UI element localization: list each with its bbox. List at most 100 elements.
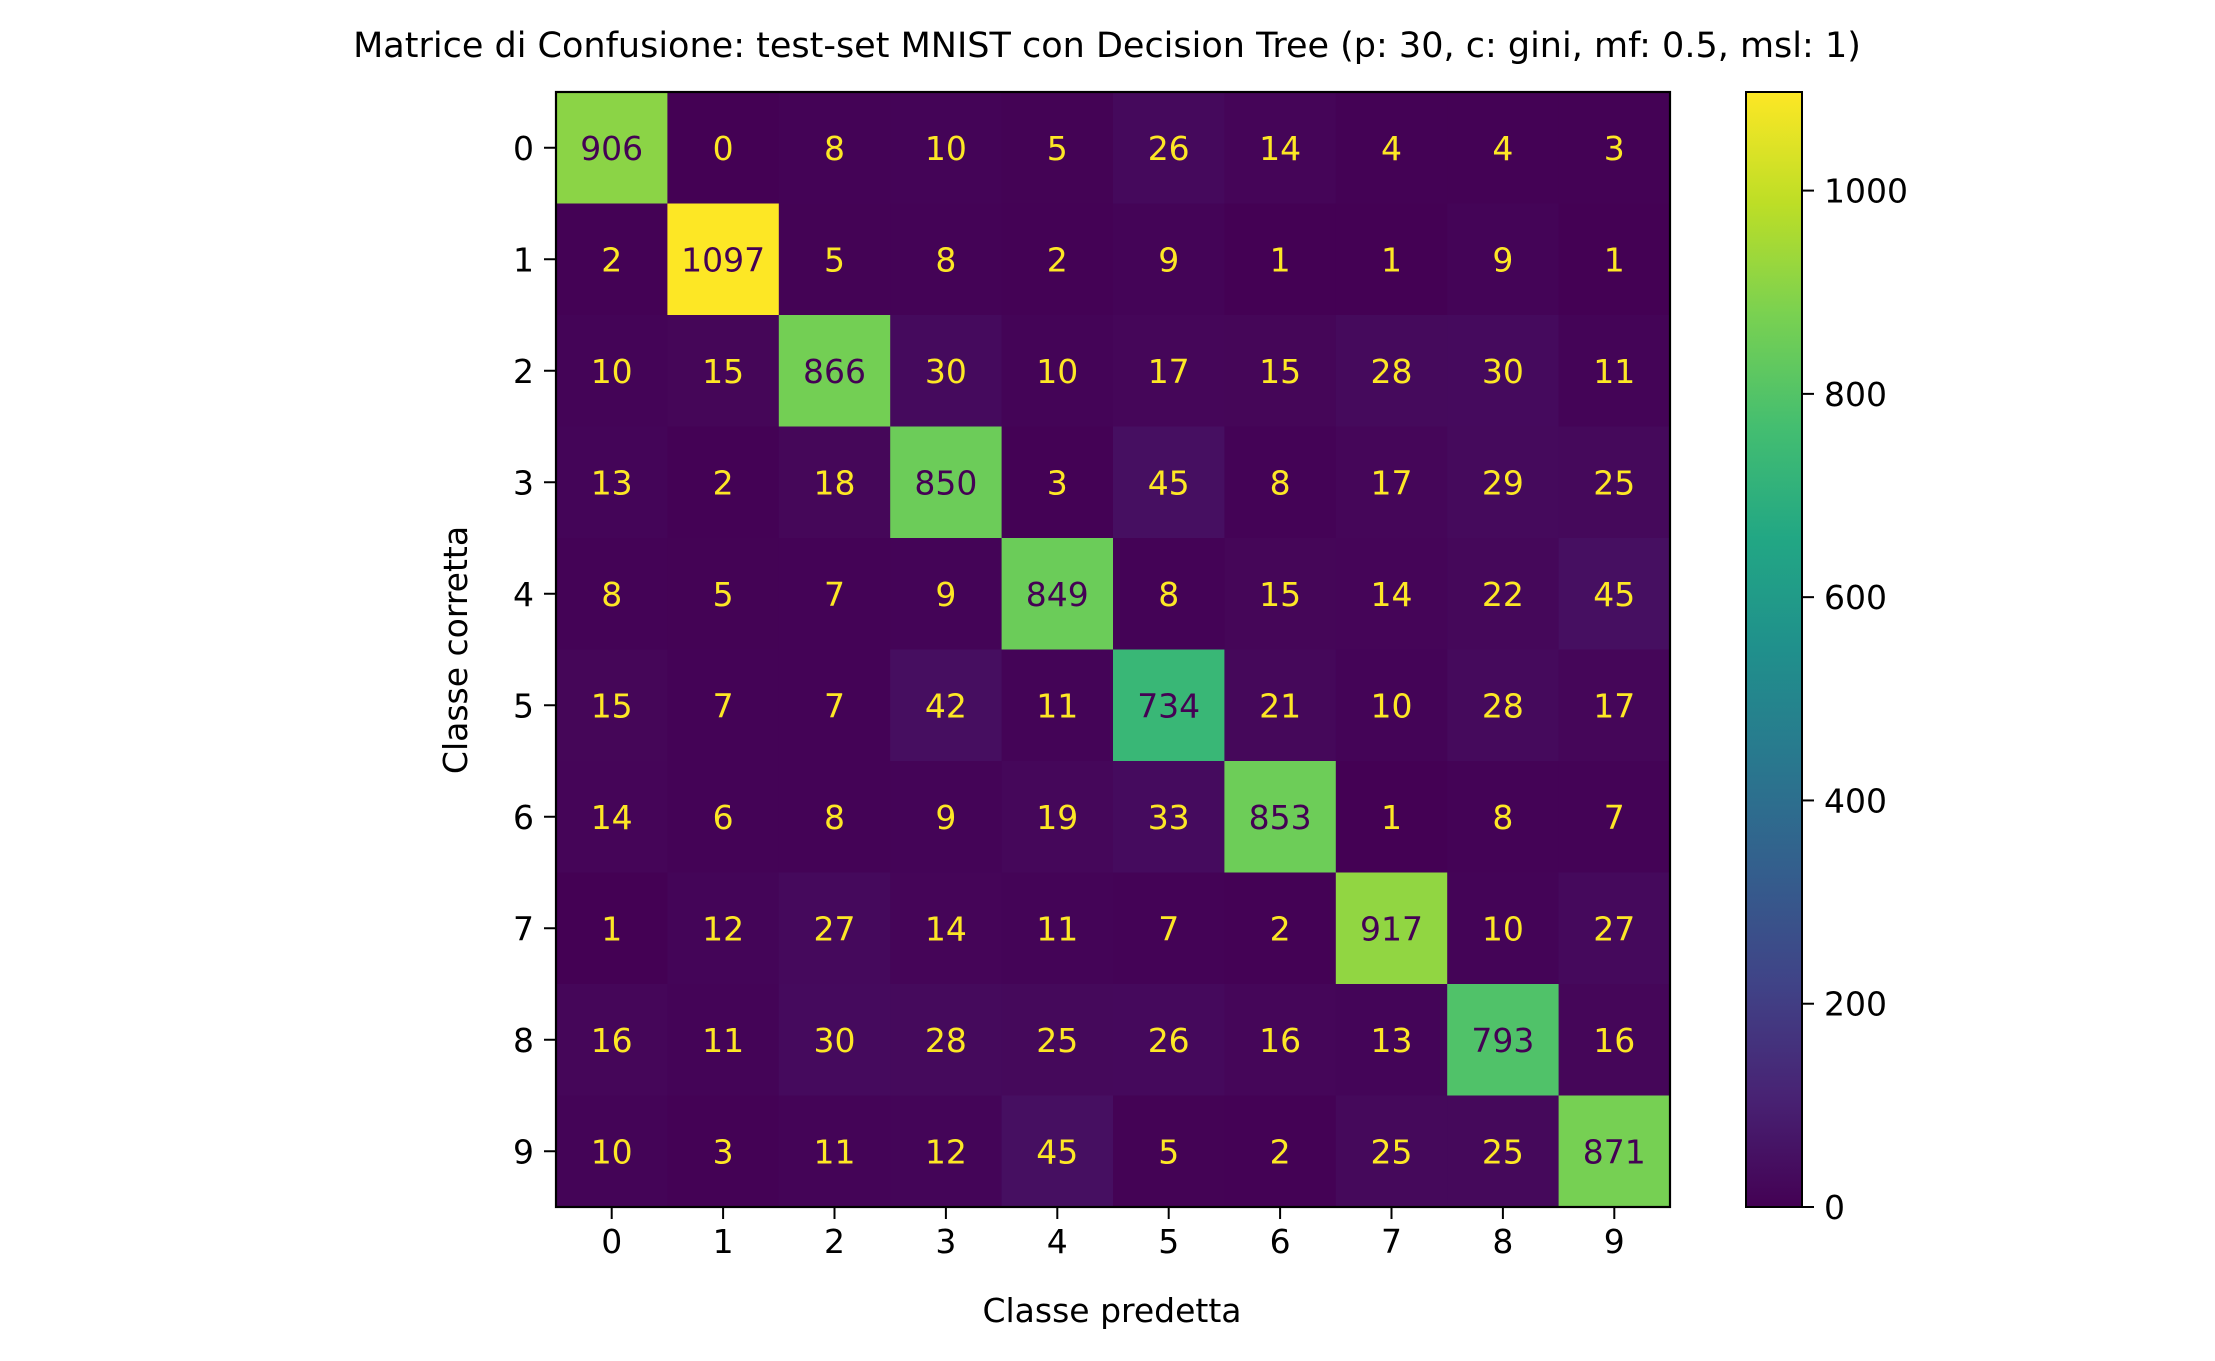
x-tick-label: 8	[1492, 1222, 1513, 1261]
heatmap-cell	[1001, 538, 1114, 651]
cell-value-label: 0	[713, 129, 734, 168]
heatmap-cell	[1113, 872, 1225, 985]
cell-value-label: 10	[1371, 686, 1413, 725]
cell-value-label: 850	[914, 463, 977, 502]
cell-value-label: 849	[1026, 575, 1089, 614]
heatmap-cell	[556, 203, 668, 316]
cell-value-label: 18	[814, 463, 856, 502]
cell-value-label: 1	[601, 909, 622, 948]
heatmap-cell	[1001, 761, 1114, 874]
cell-value-label: 11	[814, 1132, 856, 1171]
x-axis: 0 1 2 3 4 5 6 7 8 9	[601, 1207, 1625, 1261]
cell-value-label: 1	[1381, 240, 1402, 279]
heatmap-cell	[1558, 92, 1671, 205]
colorbar-tick-label: 400	[1824, 781, 1887, 820]
heatmap-cell	[1558, 315, 1671, 428]
x-tick-label: 5	[1158, 1222, 1179, 1261]
heatmap-cell	[890, 538, 1003, 651]
heatmap-cell	[556, 649, 668, 762]
heatmap-cells	[556, 92, 1671, 1208]
cell-value-label: 26	[1148, 1021, 1190, 1060]
y-tick-label: 9	[513, 1132, 534, 1171]
y-tick-label: 3	[513, 463, 534, 502]
y-axis-label: Classe corretta	[436, 526, 475, 774]
heatmap-cell	[1224, 1095, 1337, 1208]
cell-value-label: 1097	[681, 240, 765, 279]
heatmap-cell	[1113, 92, 1225, 205]
cell-value-label: 866	[803, 352, 866, 391]
heatmap-cell	[1447, 1095, 1560, 1208]
heatmap-cell	[1113, 426, 1225, 539]
heatmap-cell	[778, 872, 891, 985]
y-tick-label: 1	[513, 240, 534, 279]
cell-value-label: 26	[1148, 129, 1190, 168]
heatmap-cell	[1447, 315, 1560, 428]
cell-value-label: 21	[1259, 686, 1301, 725]
heatmap-cell	[890, 426, 1003, 539]
cell-value-label: 906	[580, 129, 643, 168]
heatmap-cell	[1335, 1095, 1448, 1208]
heatmap-cell	[556, 761, 668, 874]
heatmap-cell	[556, 315, 668, 428]
heatmap-cell	[1001, 872, 1114, 985]
heatmap-cell	[667, 649, 780, 762]
heatmap-cell	[890, 872, 1003, 985]
heatmap-cell	[1224, 984, 1337, 1097]
cell-value-label: 5	[1158, 1132, 1179, 1171]
heatmap-cell	[1558, 203, 1671, 316]
cell-value-label: 28	[1371, 352, 1413, 391]
heatmap-cell	[1335, 315, 1448, 428]
cell-value-label: 734	[1137, 686, 1200, 725]
heatmap-cell	[667, 1095, 780, 1208]
cell-value-label: 1	[1381, 798, 1402, 837]
cell-value-label: 45	[1148, 463, 1190, 502]
cell-value-label: 7	[713, 686, 734, 725]
heatmap-cell	[778, 538, 891, 651]
heatmap-cell	[1447, 649, 1560, 762]
cell-value-label: 7	[824, 686, 845, 725]
heatmap-cell	[890, 92, 1003, 205]
cell-value-label: 13	[1371, 1021, 1413, 1060]
heatmap-cell	[1113, 984, 1225, 1097]
cell-value-label: 17	[1148, 352, 1190, 391]
colorbar-frame	[1745, 91, 1803, 1208]
cell-value-label: 1	[1270, 240, 1291, 279]
cell-value-label: 853	[1249, 798, 1312, 837]
heatmap-cell	[1447, 984, 1560, 1097]
heatmap-cell	[778, 1095, 891, 1208]
heatmap-cell	[778, 315, 891, 428]
heatmap-cell	[890, 1095, 1003, 1208]
cell-value-label: 793	[1471, 1021, 1534, 1060]
cell-value-label: 25	[1593, 463, 1635, 502]
heatmap-cell	[667, 761, 780, 874]
heatmap-cell	[1447, 203, 1560, 316]
cell-value-label: 27	[814, 909, 856, 948]
heatmap-cell	[1001, 92, 1114, 205]
heatmap-cell	[1224, 203, 1337, 316]
cell-value-label: 30	[814, 1021, 856, 1060]
heatmap-cell	[1001, 649, 1114, 762]
y-tick-label: 4	[513, 575, 534, 614]
heatmap-cell	[890, 315, 1003, 428]
colorbar-tick-label: 0	[1824, 1188, 1845, 1227]
heatmap-cell	[667, 315, 780, 428]
heatmap-cell	[1447, 761, 1560, 874]
heatmap-cell	[1224, 92, 1337, 205]
cell-value-label: 2	[601, 240, 622, 279]
plot-frame	[554, 90, 1672, 1209]
heatmap-cell	[1113, 1095, 1225, 1208]
heatmap-cell	[778, 761, 891, 874]
cell-value-label: 25	[1371, 1132, 1413, 1171]
heatmap-cell	[1335, 538, 1448, 651]
colorbar: 0 200 400 600 800 1000	[1745, 91, 1908, 1227]
heatmap-cell	[1335, 649, 1448, 762]
heatmap-cell	[1224, 872, 1337, 985]
heatmap-cell	[1113, 649, 1225, 762]
cell-value-labels: 906 0 8 10 5 26 14 4 4 32 1097 5 8 2 9 1 1 9 110 15 866 30 10 1…	[580, 129, 1646, 1172]
heatmap-cell	[1224, 761, 1337, 874]
cell-value-label: 2	[1047, 240, 1068, 279]
chart-title: Matrice di Confusione: test-set MNIST co…	[353, 26, 1861, 66]
cell-value-label: 25	[1036, 1021, 1078, 1060]
cell-value-label: 9	[1492, 240, 1513, 279]
y-tick-label: 6	[513, 798, 534, 837]
